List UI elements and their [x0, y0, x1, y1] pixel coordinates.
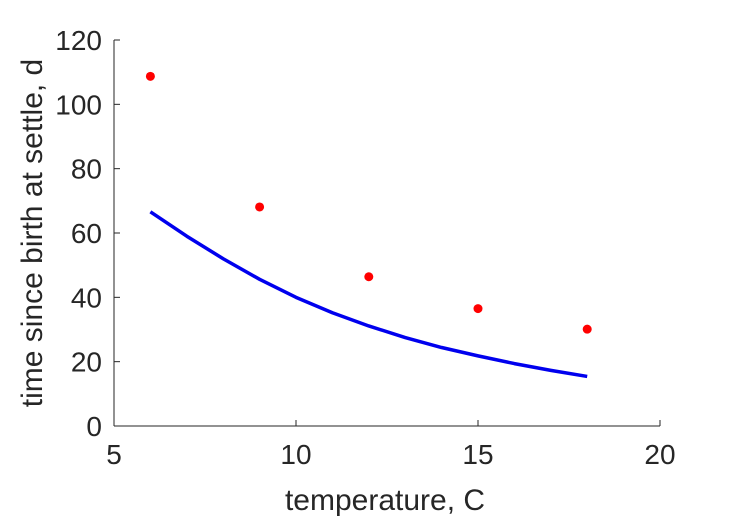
data-point — [364, 272, 374, 282]
x-tick-label: 15 — [462, 439, 493, 470]
y-tick-label: 60 — [71, 218, 102, 249]
x-tick-label: 10 — [280, 439, 311, 470]
series-layer — [145, 71, 592, 379]
y-tick-label: 20 — [71, 347, 102, 378]
y-tick-label: 120 — [55, 25, 102, 56]
data-point — [473, 304, 483, 314]
y-axis-label: time since birth at settle, d — [16, 59, 49, 408]
data-point — [582, 324, 592, 334]
plot-area: 5 10 15 20 0 20 40 60 80 100 120 — [55, 25, 675, 470]
fit-curve-line — [149, 210, 588, 379]
x-axis-label: temperature, C — [285, 484, 485, 517]
y-tick-label: 100 — [55, 89, 102, 120]
data-point — [255, 202, 265, 212]
y-axis-ticks: 0 20 40 60 80 100 120 — [55, 25, 120, 442]
y-tick-label: 80 — [71, 154, 102, 185]
x-tick-label: 5 — [106, 439, 122, 470]
x-axis-ticks: 5 10 15 20 — [106, 420, 676, 470]
x-tick-label: 20 — [644, 439, 675, 470]
y-tick-label: 40 — [71, 282, 102, 313]
data-point — [145, 71, 155, 81]
y-tick-label: 0 — [86, 411, 102, 442]
